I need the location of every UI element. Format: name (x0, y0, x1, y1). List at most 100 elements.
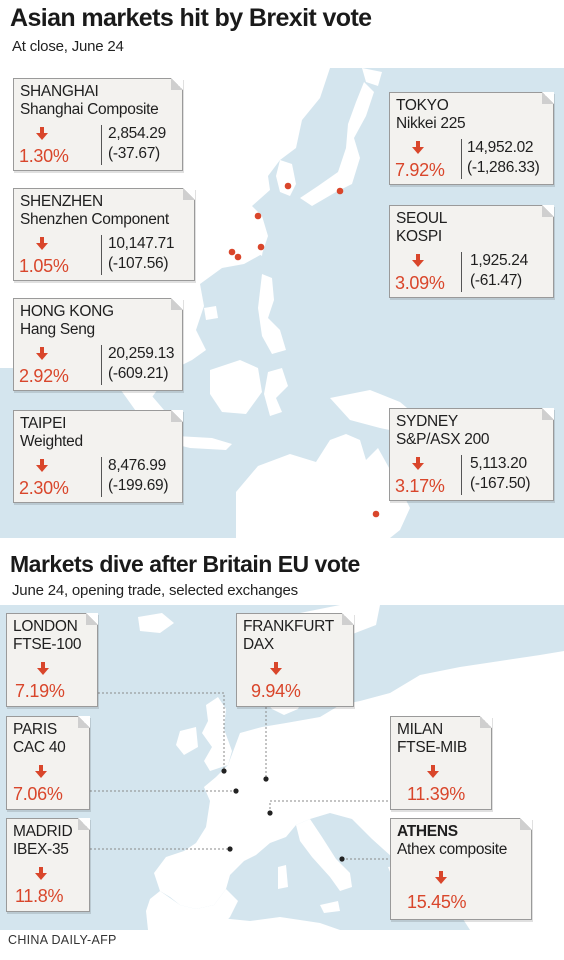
card-milan: MILAN FTSE-MIB 11.39% (390, 716, 492, 810)
asia-subtitle: At close, June 24 (12, 38, 124, 55)
card-city: FRANKFURT (243, 618, 334, 635)
card-city: SYDNEY (396, 413, 458, 430)
card-city: HONG KONG (20, 303, 114, 320)
dot-taipei (257, 243, 265, 251)
card-city: SEOUL (396, 210, 448, 227)
folded-corner-icon (183, 188, 195, 200)
card-index: Nikkei 225 (396, 115, 466, 132)
folded-corner-icon (171, 298, 183, 310)
card-percent: 7.92% (395, 160, 445, 180)
card-percent: 7.19% (15, 681, 65, 701)
card-percent: 9.94% (251, 681, 301, 701)
card-city: MADRID (13, 823, 73, 840)
card-value: 5,113.20 (470, 455, 527, 472)
card-value: 20,259.13 (108, 345, 175, 362)
divider (461, 139, 462, 179)
card-city: MILAN (397, 721, 443, 738)
card-index: CAC 40 (13, 739, 66, 756)
card-index: KOSPI (396, 228, 442, 245)
card-change: (-609.21) (108, 365, 169, 382)
card-frankfurt: FRANKFURT DAX 9.94% (236, 613, 354, 707)
card-value: 1,925.24 (470, 252, 528, 269)
card-athens: ATHENS Athex composite 15.45% (390, 818, 532, 920)
card-change: (-37.67) (108, 145, 160, 162)
card-percent: 7.06% (13, 784, 63, 804)
card-city: LONDON (13, 618, 78, 635)
card-change: (-167.50) (470, 475, 531, 492)
folded-corner-icon (542, 205, 554, 217)
card-city: ATHENS (397, 823, 458, 840)
card-percent: 2.92% (19, 366, 69, 386)
asia-title: Asian markets hit by Brexit vote (10, 4, 372, 32)
down-arrow-icon (36, 347, 48, 361)
folded-corner-icon (78, 716, 90, 728)
down-arrow-icon (427, 765, 439, 779)
dot-hongkong (234, 253, 242, 261)
card-tokyo: TOKYO Nikkei 225 7.92% 14,952.02 (-1,286… (389, 92, 554, 185)
card-value: 14,952.02 (467, 139, 534, 156)
card-london: LONDON FTSE-100 7.19% (6, 613, 98, 707)
card-change: (-199.69) (108, 477, 169, 494)
folded-corner-icon (342, 613, 354, 625)
card-city: SHENZHEN (20, 193, 103, 210)
card-city: SHANGHAI (20, 83, 99, 100)
down-arrow-icon (412, 141, 424, 155)
down-arrow-icon (435, 871, 447, 885)
card-change: (-107.56) (108, 255, 169, 272)
dot-shenzhen (228, 248, 236, 256)
down-arrow-icon (36, 127, 48, 141)
card-percent: 11.39% (407, 784, 465, 804)
card-percent: 1.30% (19, 146, 69, 166)
dot-tokyo (336, 187, 344, 195)
card-index: Shanghai Composite (20, 101, 159, 118)
card-change: (-61.47) (470, 272, 522, 289)
card-index: Hang Seng (20, 321, 95, 338)
dot-paris (233, 788, 239, 794)
down-arrow-icon (36, 459, 48, 473)
dot-athens (339, 856, 345, 862)
card-change: (-1,286.33) (467, 159, 540, 176)
down-arrow-icon (412, 457, 424, 471)
card-index: Athex composite (397, 841, 508, 858)
dot-milan (267, 810, 273, 816)
card-percent: 3.09% (395, 273, 445, 293)
source-credit: CHINA DAILY-AFP (8, 933, 117, 947)
down-arrow-icon (35, 867, 47, 881)
down-arrow-icon (270, 662, 282, 676)
card-index: FTSE-MIB (397, 739, 467, 756)
dot-seoul (284, 182, 292, 190)
card-index: FTSE-100 (13, 636, 82, 653)
card-percent: 3.17% (395, 476, 445, 496)
card-index: IBEX-35 (13, 841, 69, 858)
folded-corner-icon (86, 613, 98, 625)
folded-corner-icon (171, 78, 183, 90)
card-seoul: SEOUL KOSPI 3.09% 1,925.24 (-61.47) (389, 205, 554, 298)
card-value: 8,476.99 (108, 457, 166, 474)
card-shenzhen: SHENZHEN Shenzhen Component 1.05% 10,147… (13, 188, 195, 281)
folded-corner-icon (78, 818, 90, 830)
europe-subtitle: June 24, opening trade, selected exchang… (12, 582, 298, 599)
card-city: PARIS (13, 721, 57, 738)
europe-title: Markets dive after Britain EU vote (10, 551, 360, 577)
down-arrow-icon (35, 765, 47, 779)
divider (101, 125, 102, 165)
divider (101, 345, 102, 385)
card-value: 2,854.29 (108, 125, 166, 142)
dot-madrid (227, 846, 233, 852)
card-sydney: SYDNEY S&P/ASX 200 3.17% 5,113.20 (-167.… (389, 408, 554, 501)
folded-corner-icon (480, 716, 492, 728)
dot-frankfurt (263, 776, 269, 782)
card-value: 10,147.71 (108, 235, 175, 252)
card-city: TAIPEI (20, 415, 67, 432)
divider (461, 252, 462, 292)
folded-corner-icon (542, 408, 554, 420)
dot-shanghai (254, 212, 262, 220)
leader-lines (90, 692, 390, 860)
dot-london (221, 768, 227, 774)
folded-corner-icon (520, 818, 532, 830)
card-index: Shenzhen Component (20, 211, 169, 228)
down-arrow-icon (36, 237, 48, 251)
card-index: DAX (243, 636, 274, 653)
card-index: Weighted (20, 433, 83, 450)
card-city: TOKYO (396, 97, 449, 114)
